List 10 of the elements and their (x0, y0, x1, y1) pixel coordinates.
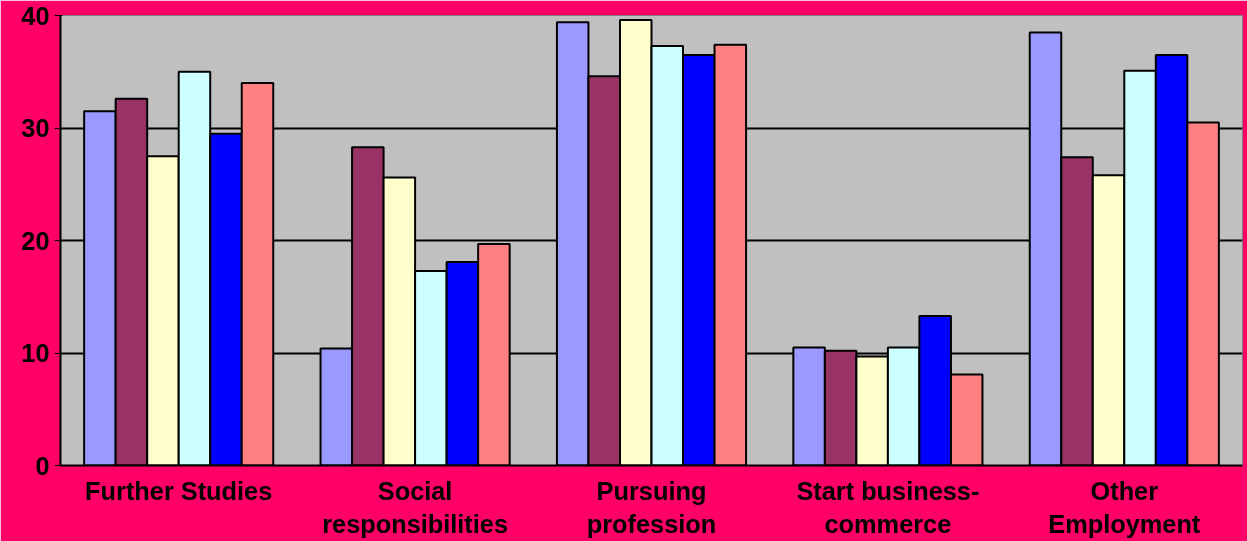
x-tick-label: Social responsibilities (322, 476, 508, 539)
x-tick-label: Start business- commerce (796, 476, 980, 539)
y-tick-label: 20 (21, 226, 50, 255)
y-tick-label: 10 (21, 339, 50, 367)
x-tick-label: Further Studies (85, 476, 273, 505)
x-tick-label: Pursuing profession (586, 476, 717, 539)
y-tick-label: 0 (35, 451, 50, 480)
x-tick-label: Other Employment (1048, 476, 1201, 539)
y-tick-label: 40 (21, 1, 50, 30)
y-tick-label: 30 (21, 114, 50, 142)
